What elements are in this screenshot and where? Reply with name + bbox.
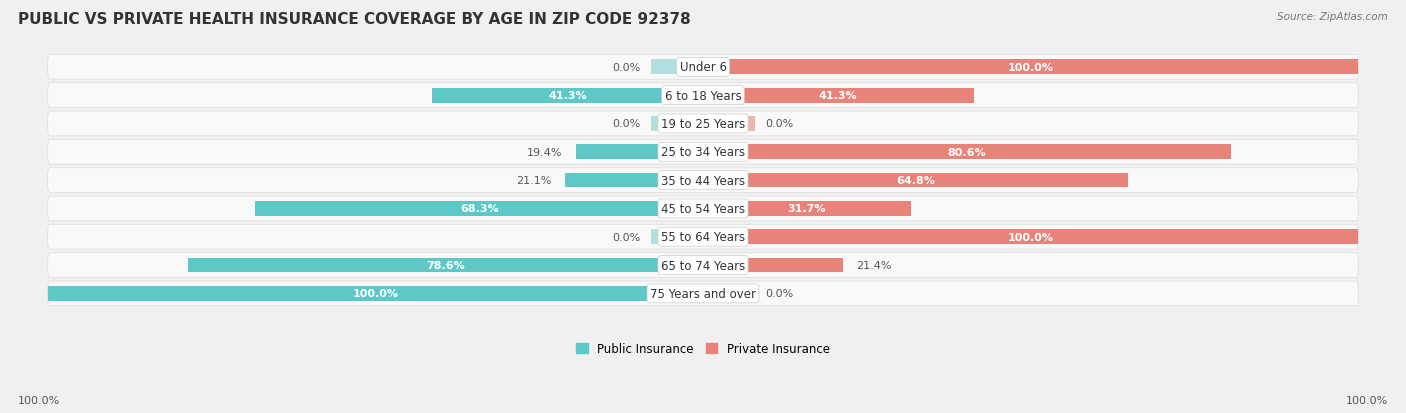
Bar xyxy=(48,286,703,301)
Bar xyxy=(703,230,1358,244)
Text: 19 to 25 Years: 19 to 25 Years xyxy=(661,118,745,131)
Bar xyxy=(703,286,755,301)
Text: 100.0%: 100.0% xyxy=(1008,63,1053,73)
Text: 25 to 34 Years: 25 to 34 Years xyxy=(661,146,745,159)
Bar xyxy=(651,230,703,244)
Bar xyxy=(703,117,755,131)
FancyBboxPatch shape xyxy=(48,253,1358,278)
Text: 55 to 64 Years: 55 to 64 Years xyxy=(661,231,745,244)
Bar xyxy=(703,145,1232,160)
Text: 64.8%: 64.8% xyxy=(896,176,935,186)
Text: 6 to 18 Years: 6 to 18 Years xyxy=(665,90,741,102)
Bar xyxy=(703,88,973,103)
Text: 45 to 54 Years: 45 to 54 Years xyxy=(661,202,745,216)
Legend: Public Insurance, Private Insurance: Public Insurance, Private Insurance xyxy=(571,337,835,360)
Text: 78.6%: 78.6% xyxy=(426,261,465,271)
Bar xyxy=(256,202,703,216)
Text: Under 6: Under 6 xyxy=(679,61,727,74)
Text: 0.0%: 0.0% xyxy=(613,63,641,73)
Text: 65 to 74 Years: 65 to 74 Years xyxy=(661,259,745,272)
FancyBboxPatch shape xyxy=(48,197,1358,221)
Text: 21.4%: 21.4% xyxy=(856,261,891,271)
Bar xyxy=(651,60,703,75)
Text: 31.7%: 31.7% xyxy=(787,204,827,214)
FancyBboxPatch shape xyxy=(48,83,1358,108)
Text: 19.4%: 19.4% xyxy=(527,147,562,157)
Bar xyxy=(651,117,703,131)
FancyBboxPatch shape xyxy=(48,281,1358,306)
Text: 0.0%: 0.0% xyxy=(613,232,641,242)
Bar xyxy=(703,202,911,216)
Text: 21.1%: 21.1% xyxy=(516,176,551,186)
Text: 35 to 44 Years: 35 to 44 Years xyxy=(661,174,745,187)
FancyBboxPatch shape xyxy=(48,55,1358,80)
Bar xyxy=(433,88,703,103)
Text: 100.0%: 100.0% xyxy=(1346,395,1388,405)
Text: 41.3%: 41.3% xyxy=(818,91,858,101)
FancyBboxPatch shape xyxy=(48,112,1358,136)
Bar xyxy=(576,145,703,160)
Bar xyxy=(565,173,703,188)
Bar xyxy=(188,258,703,273)
Text: 41.3%: 41.3% xyxy=(548,91,588,101)
Text: 0.0%: 0.0% xyxy=(765,289,793,299)
Text: 100.0%: 100.0% xyxy=(1008,232,1053,242)
Text: 75 Years and over: 75 Years and over xyxy=(650,287,756,300)
Text: 0.0%: 0.0% xyxy=(613,119,641,129)
Bar xyxy=(703,173,1128,188)
Text: 0.0%: 0.0% xyxy=(765,119,793,129)
Text: Source: ZipAtlas.com: Source: ZipAtlas.com xyxy=(1277,12,1388,22)
Text: PUBLIC VS PRIVATE HEALTH INSURANCE COVERAGE BY AGE IN ZIP CODE 92378: PUBLIC VS PRIVATE HEALTH INSURANCE COVER… xyxy=(18,12,690,27)
Bar xyxy=(703,258,844,273)
FancyBboxPatch shape xyxy=(48,225,1358,249)
Text: 80.6%: 80.6% xyxy=(948,147,987,157)
Text: 100.0%: 100.0% xyxy=(18,395,60,405)
FancyBboxPatch shape xyxy=(48,169,1358,193)
Text: 68.3%: 68.3% xyxy=(460,204,499,214)
Bar xyxy=(703,60,1358,75)
FancyBboxPatch shape xyxy=(48,140,1358,165)
Text: 100.0%: 100.0% xyxy=(353,289,398,299)
